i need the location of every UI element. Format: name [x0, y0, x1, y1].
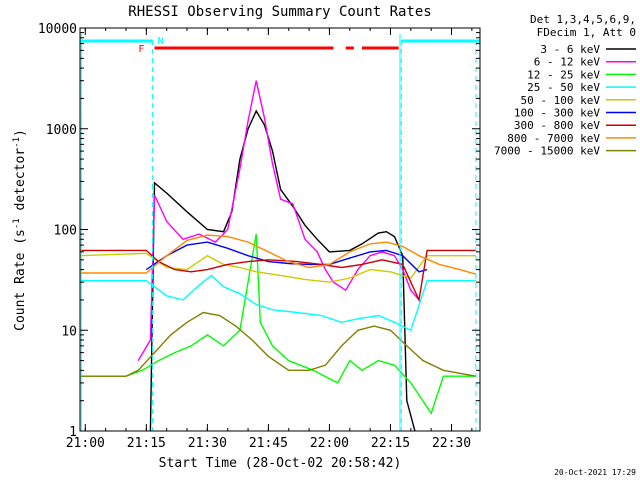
series-line-5	[79, 252, 476, 283]
series-line-8	[80, 234, 477, 275]
series-line-6	[145, 241, 428, 273]
night-flag-label: N	[157, 36, 163, 47]
y-tick-label-1: 1	[69, 425, 77, 440]
legend-label-9: 7000 - 15000 keV	[494, 145, 600, 158]
series-line-2	[137, 80, 420, 361]
y-label-part-3: )	[13, 129, 28, 137]
series-line-7	[80, 249, 476, 303]
x-tick-label-3: 21:30	[188, 436, 227, 451]
legend-label-6: 100 - 300 keV	[514, 107, 600, 120]
legend-label-5: 50 - 100 keV	[521, 94, 601, 107]
legend-header-line-1: Det 1,3,4,5,6,9,	[530, 13, 636, 26]
x-tick-label-6: 22:15	[371, 436, 410, 451]
x-axis-label: Start Time (28-Oct-02 20:58:42)	[159, 456, 402, 471]
legend-label-4: 25 - 50 keV	[527, 81, 600, 94]
y-axis: 1 10 100 1000 10000	[38, 22, 480, 440]
x-tick-label-1: 21:00	[66, 436, 105, 451]
y-label-part-1: Count Rate (s	[13, 229, 28, 331]
x-tick-label-2: 21:15	[127, 436, 166, 451]
x-axis: 21:00 21:15 21:30 21:45 22:00 22:15 22:30	[66, 28, 473, 451]
series-line-4	[80, 274, 476, 332]
y-label-part-2: detector	[13, 148, 28, 219]
y-tick-label-3: 100	[54, 224, 77, 239]
flare-flag-label: F	[138, 44, 144, 55]
y-axis-label: Count Rate (s-1 detector-1)	[12, 129, 28, 331]
chart-title: RHESSI Observing Summary Count Rates	[128, 4, 431, 20]
legend-label-2: 6 - 12 keV	[534, 56, 601, 69]
legend-header-line-2: FDecim 1, Att 0	[537, 26, 636, 39]
y-tick-label-5: 10000	[38, 22, 77, 37]
generated-timestamp: 20-Oct-2021 17:29	[554, 468, 636, 477]
series-line-1	[149, 109, 416, 432]
y-tick-label-4: 1000	[46, 123, 77, 138]
x-tick-label-7: 22:30	[432, 436, 471, 451]
x-tick-label-5: 22:00	[310, 436, 349, 451]
legend: Det 1,3,4,5,6,9, FDecim 1, Att 0 3 - 6 k…	[494, 13, 636, 158]
legend-label-1: 3 - 6 keV	[540, 43, 600, 56]
y-label-superscript-1: -1	[12, 218, 22, 229]
y-label-superscript-2: -1	[12, 137, 22, 148]
plot-area: FN	[79, 34, 480, 432]
series-line-9	[80, 311, 477, 377]
legend-label-7: 300 - 800 keV	[514, 119, 600, 132]
legend-label-8: 800 - 7000 keV	[507, 132, 600, 145]
y-tick-label-2: 10	[61, 324, 77, 339]
legend-label-3: 12 - 25 keV	[527, 68, 600, 81]
x-tick-label-4: 21:45	[249, 436, 288, 451]
